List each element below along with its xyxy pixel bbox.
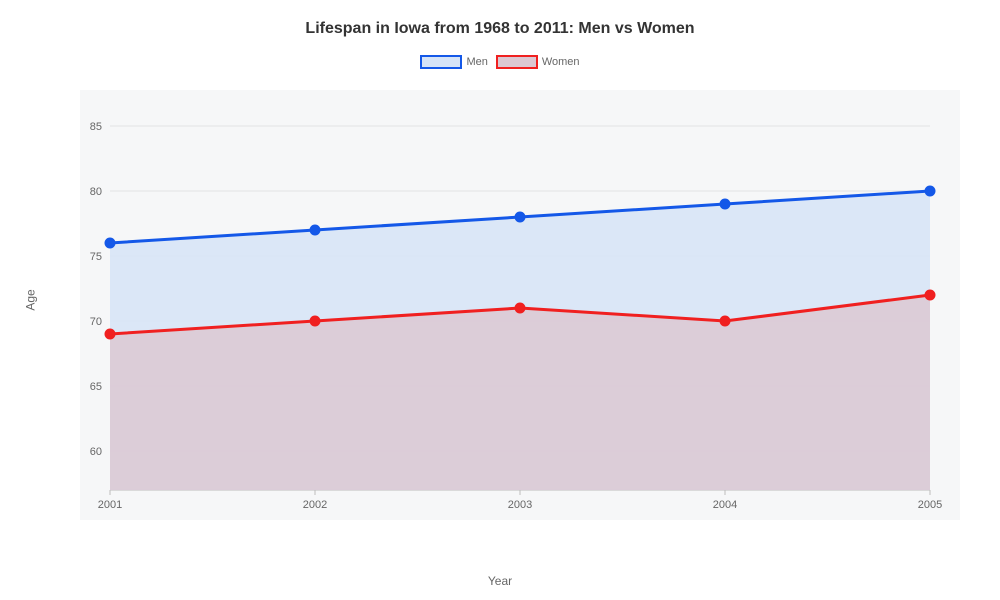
marker-women[interactable] (720, 316, 730, 326)
y-tick-label: 75 (90, 251, 102, 263)
y-tick-label: 85 (90, 121, 102, 133)
x-tick-label: 2005 (918, 499, 942, 511)
chart-title: Lifespan in Iowa from 1968 to 2011: Men … (0, 20, 1000, 38)
x-tick-label: 2001 (98, 499, 122, 511)
legend-label: Women (542, 56, 580, 68)
marker-women[interactable] (925, 290, 935, 300)
x-tick-label: 2003 (508, 499, 532, 511)
marker-men[interactable] (105, 238, 115, 248)
y-tick-label: 80 (90, 186, 102, 198)
legend-item-women[interactable]: Women (496, 55, 580, 69)
y-tick-label: 60 (90, 446, 102, 458)
plot-svg: 60 65 70 75 80 85 2001 2002 2003 2004 2005 (80, 90, 960, 520)
marker-women[interactable] (105, 329, 115, 339)
chart-legend: Men Women (0, 55, 1000, 69)
marker-men[interactable] (925, 186, 935, 196)
legend-label: Men (466, 56, 487, 68)
x-tick-label: 2002 (303, 499, 327, 511)
y-tick-label: 70 (90, 316, 102, 328)
marker-women[interactable] (515, 303, 525, 313)
marker-men[interactable] (720, 199, 730, 209)
legend-swatch-men (420, 55, 462, 69)
marker-women[interactable] (310, 316, 320, 326)
legend-swatch-women (496, 55, 538, 69)
x-tick-label: 2004 (713, 499, 737, 511)
legend-item-men[interactable]: Men (420, 55, 487, 69)
chart-container: Lifespan in Iowa from 1968 to 2011: Men … (0, 0, 1000, 600)
plot-area: 60 65 70 75 80 85 2001 2002 2003 2004 2005 (80, 90, 960, 520)
x-axis-title: Year (0, 574, 1000, 588)
marker-men[interactable] (515, 212, 525, 222)
marker-men[interactable] (310, 225, 320, 235)
y-axis-title: Age (24, 289, 38, 310)
y-tick-label: 65 (90, 381, 102, 393)
